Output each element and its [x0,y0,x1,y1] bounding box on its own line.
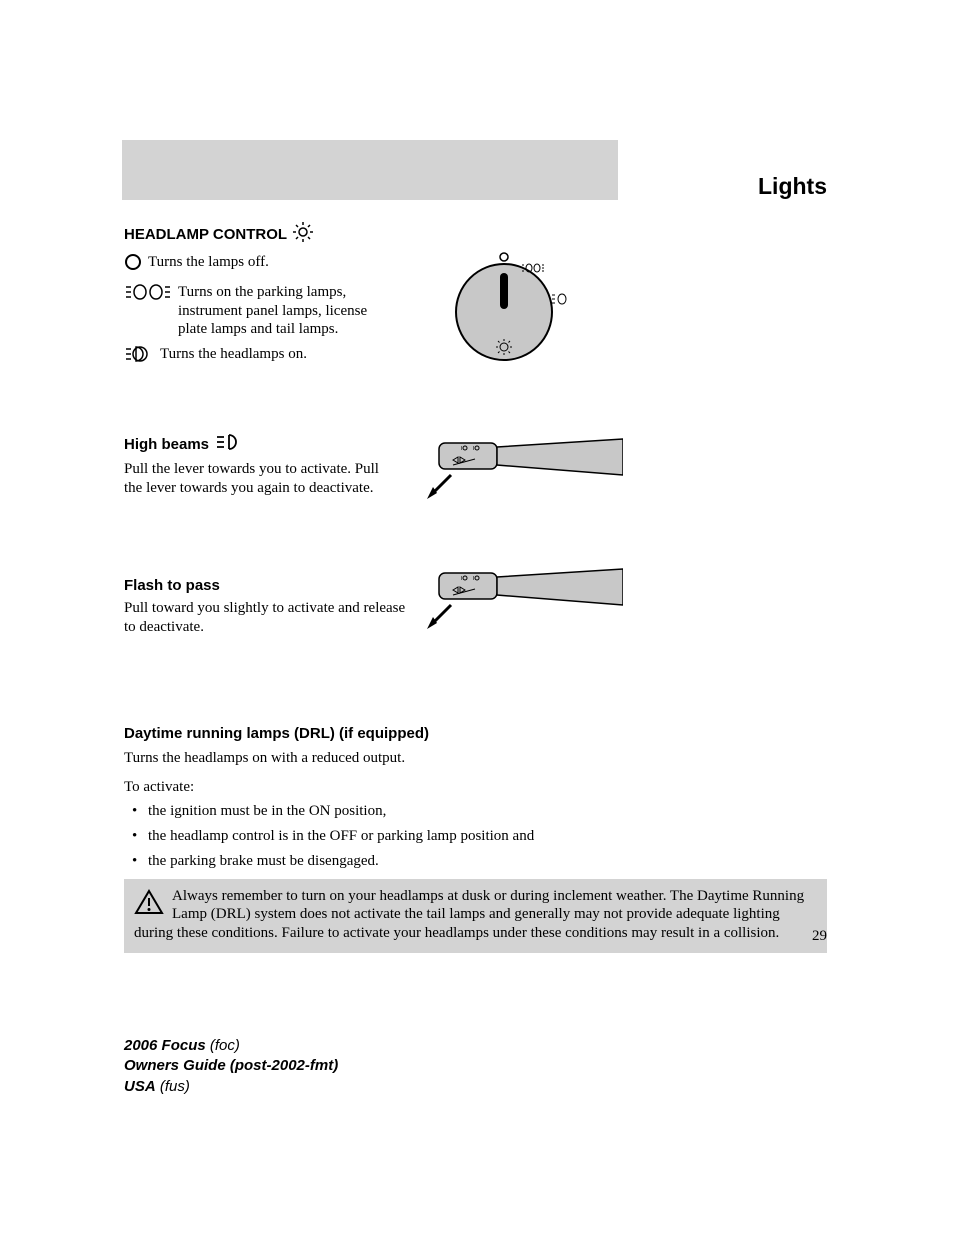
flash-lever-figure [423,559,623,646]
headlamp-on-text: Turns the headlamps on. [160,345,307,364]
footer-guide: Owners Guide (post-2002-fmt) [124,1056,338,1076]
headlamp-on-icon [124,345,154,369]
circle-off-icon [124,253,142,277]
footer-model-code: (foc) [210,1037,240,1054]
bullet-icon: • [132,852,148,871]
warning-box: Always remember to turn on your headlamp… [124,879,827,953]
highbeam-icon [215,433,245,456]
drl-heading: Daytime running lamps (DRL) (if equipped… [124,725,429,742]
headlamp-knob-figure [444,247,574,382]
header-bar [122,140,618,200]
page-number: 29 [812,928,827,945]
drl-intro: Turns the headlamps on with a reduced ou… [124,749,827,768]
bullet-icon: • [132,827,148,846]
highbeams-text: Pull the lever towards you to activate. … [124,460,394,498]
bullet-icon: • [132,802,148,821]
headlamp-heading: HEADLAMP CONTROL [124,226,287,243]
footer: 2006 Focus (foc) Owners Guide (post-2002… [124,1036,338,1097]
drl-bullet-0: the ignition must be in the ON position, [148,802,386,821]
warning-text: Always remember to turn on your headlamp… [134,888,804,942]
drl-bullet-1: the headlamp control is in the OFF or pa… [148,827,534,846]
page-title: Lights [758,173,827,200]
drl-bullet-2: the parking brake must be disengaged. [148,852,379,871]
highbeam-lever-figure [423,429,623,516]
flash-text: Pull toward you slightly to activate and… [124,599,414,637]
sun-icon [293,222,313,247]
highbeams-heading: High beams [124,436,209,453]
lamps-off-text: Turns the lamps off. [148,253,269,272]
parking-lamp-text: Turns on the parking lamps, instrument p… [178,283,394,339]
parking-lamp-icon [124,283,172,307]
footer-region: USA [124,1078,156,1095]
drl-activate-label: To activate: [124,778,827,797]
footer-region-code: (fus) [160,1078,190,1095]
flash-heading: Flash to pass [124,577,220,594]
footer-model: 2006 Focus [124,1037,206,1054]
warning-triangle-icon [134,889,164,921]
